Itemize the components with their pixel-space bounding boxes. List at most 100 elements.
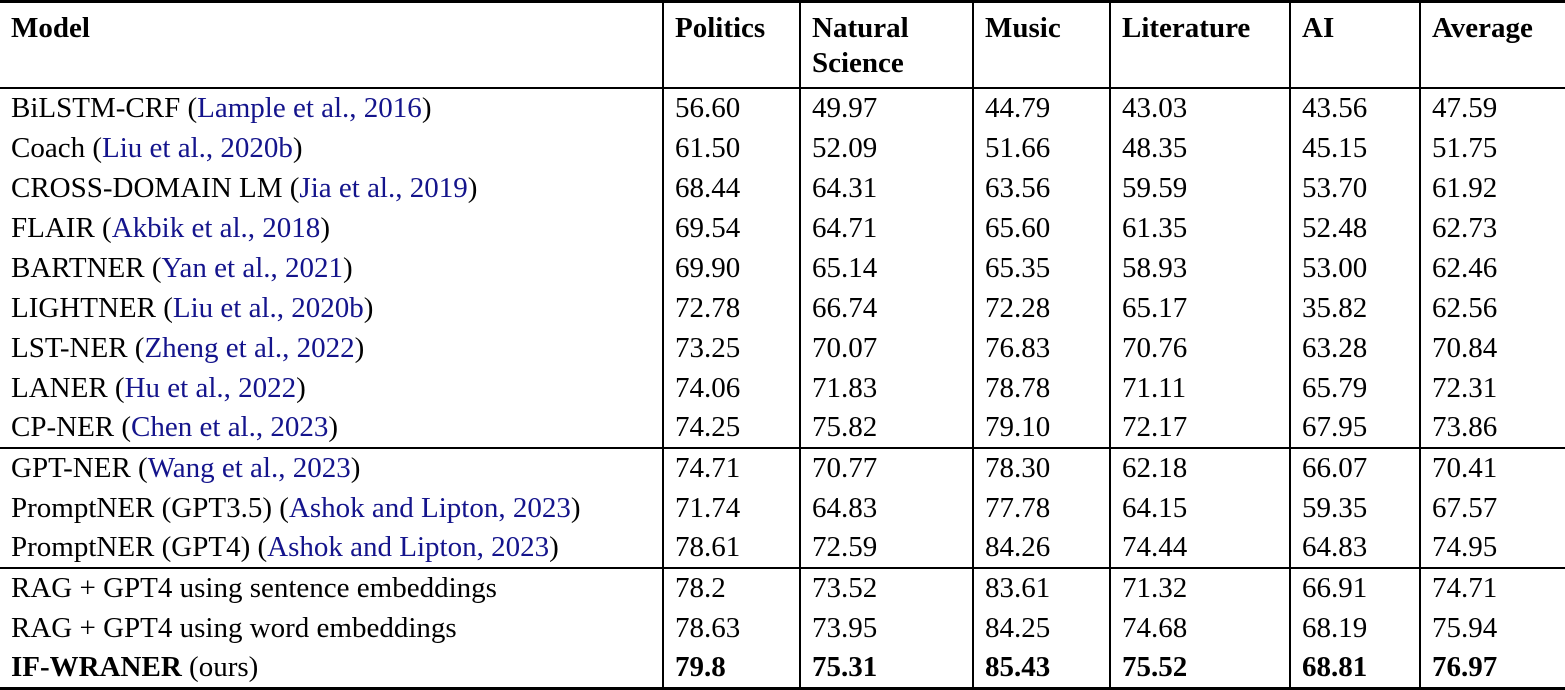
model-name: IF-WRANER (11, 650, 182, 683)
score-cell: 72.31 (1419, 368, 1565, 408)
column-header-model: Model (0, 1, 663, 89)
score-cell: 47.59 (1419, 88, 1565, 128)
citation-link[interactable]: Akbik et al., 2018 (111, 211, 321, 244)
table-row: LST-NER (Zheng et al., 2022) 73.25 70.07 76… (0, 328, 1565, 368)
score-cell: 75.82 (799, 408, 973, 448)
model-cell: BARTNER (Yan et al., 2021) (0, 248, 663, 288)
citation-link[interactable]: Jia et al., 2019 (299, 171, 468, 204)
citation-link[interactable]: Chen et al., 2023 (131, 411, 329, 443)
score-cell: 65.14 (799, 248, 973, 288)
score-cell: 69.54 (662, 208, 800, 248)
model-cell: RAG + GPT4 using word embeddings (0, 608, 663, 648)
table-row: FLAIR (Akbik et al., 2018) 69.54 64.71 65.6… (0, 208, 1565, 248)
score-cell: 43.03 (1109, 88, 1290, 128)
score-cell: 65.79 (1289, 368, 1420, 408)
score-cell: 79.8 (662, 648, 800, 688)
score-cell: 75.52 (1109, 648, 1290, 688)
score-cell: 70.77 (799, 447, 973, 488)
score-cell: 76.83 (972, 328, 1110, 368)
table-row: CP-NER (Chen et al., 2023) 74.25 75.82 79.1… (0, 408, 1565, 448)
score-cell: 71.32 (1109, 567, 1290, 608)
score-cell: 51.75 (1419, 128, 1565, 168)
score-cell: 56.60 (662, 88, 800, 128)
table-row: Coach (Liu et al., 2020b) 61.50 52.09 51.66… (0, 128, 1565, 168)
score-cell: 49.97 (799, 88, 973, 128)
table-row: LIGHTNER (Liu et al., 2020b) 72.78 66.74 72… (0, 288, 1565, 328)
score-cell: 79.10 (972, 408, 1110, 448)
score-cell: 78.63 (662, 608, 800, 648)
table-row: RAG + GPT4 using word embeddings 78.63 73.… (0, 608, 1565, 648)
citation-link[interactable]: Hu et al., 2022 (124, 371, 297, 404)
model-name: ) (549, 531, 559, 563)
score-cell: 45.15 (1289, 128, 1420, 168)
table-row: LANER (Hu et al., 2022) 74.06 71.83 78.78 71… (0, 368, 1565, 408)
score-cell: 76.97 (1419, 648, 1565, 688)
citation-link[interactable]: Wang et al., 2023 (147, 452, 351, 484)
score-cell: 63.28 (1289, 328, 1420, 368)
score-cell: 78.30 (972, 447, 1110, 488)
score-cell: 72.28 (972, 288, 1110, 328)
score-cell: 83.61 (972, 567, 1110, 608)
score-cell: 59.59 (1109, 168, 1290, 208)
score-cell: 65.60 (972, 208, 1110, 248)
score-cell: 77.78 (972, 488, 1110, 528)
model-name: ) (292, 131, 303, 164)
column-header-natural-science: Natural Science (799, 1, 973, 89)
model-name: ) (296, 371, 306, 404)
citation-link[interactable]: Lample et al., 2016 (197, 92, 422, 124)
score-cell: 64.71 (799, 208, 973, 248)
column-header-average: Average (1419, 1, 1565, 89)
model-cell: CROSS-DOMAIN LM (Jia et al., 2019) (0, 168, 663, 208)
model-cell: GPT-NER (Wang et al., 2023) (0, 447, 663, 488)
score-cell: 71.83 (799, 368, 973, 408)
model-name: ) (328, 411, 339, 443)
column-header-music: Music (972, 1, 1110, 89)
score-cell: 73.86 (1419, 408, 1565, 448)
score-cell: 62.18 (1109, 447, 1290, 488)
model-name: PromptNER (GPT3.5) ( (11, 491, 289, 524)
score-cell: 61.35 (1109, 208, 1290, 248)
model-cell: LIGHTNER (Liu et al., 2020b) (0, 288, 663, 328)
score-cell: 64.15 (1109, 488, 1290, 528)
citation-link[interactable]: Yan et al., 2021 (161, 251, 344, 284)
score-cell: 48.35 (1109, 128, 1290, 168)
model-name: (ours) (181, 650, 259, 683)
score-cell: 66.91 (1289, 567, 1420, 608)
score-cell: 64.83 (1289, 528, 1420, 568)
model-name: ) (363, 291, 374, 324)
citation-link[interactable]: Liu et al., 2020b (172, 291, 364, 324)
score-cell: 65.35 (972, 248, 1110, 288)
score-cell: 62.56 (1419, 288, 1565, 328)
score-cell: 74.95 (1419, 528, 1565, 568)
score-cell: 78.61 (662, 528, 800, 568)
model-cell: PromptNER (GPT3.5) (Ashok and Lipton, 20… (0, 488, 663, 528)
model-name: ) (467, 171, 478, 204)
model-cell: CP-NER (Chen et al., 2023) (0, 408, 663, 448)
model-name: PromptNER (GPT4) ( (11, 531, 268, 563)
score-cell: 70.07 (799, 328, 973, 368)
score-cell: 85.43 (972, 648, 1110, 688)
score-cell: 62.73 (1419, 208, 1565, 248)
table-row: PromptNER (GPT4) (Ashok and Lipton, 2023… (0, 528, 1565, 568)
citation-link[interactable]: Ashok and Lipton, 2023 (288, 491, 571, 524)
score-cell: 71.11 (1109, 368, 1290, 408)
score-cell: 74.25 (662, 408, 800, 448)
citation-link[interactable]: Liu et al., 2020b (102, 131, 293, 164)
model-name: ) (343, 251, 353, 284)
model-name: BARTNER ( (11, 251, 162, 284)
model-cell: BiLSTM-CRF (Lample et al., 2016) (0, 88, 663, 128)
score-cell: 74.44 (1109, 528, 1290, 568)
model-name: BiLSTM-CRF ( (11, 92, 198, 124)
score-cell: 68.19 (1289, 608, 1420, 648)
model-name: LIGHTNER ( (11, 291, 173, 324)
score-cell: 64.83 (799, 488, 973, 528)
citation-link[interactable]: Ashok and Lipton, 2023 (267, 531, 550, 563)
citation-link[interactable]: Zheng et al., 2022 (144, 331, 355, 364)
model-name: LST-NER ( (11, 331, 145, 364)
score-cell: 67.57 (1419, 488, 1565, 528)
score-cell: 72.17 (1109, 408, 1290, 448)
header-row: Model Politics Natural Science Music Lit… (0, 1, 1565, 89)
table-row: IF-WRANER (ours) 79.8 75.31 85.43 75.52 68.81… (0, 648, 1565, 688)
model-name: GPT-NER ( (11, 452, 148, 484)
